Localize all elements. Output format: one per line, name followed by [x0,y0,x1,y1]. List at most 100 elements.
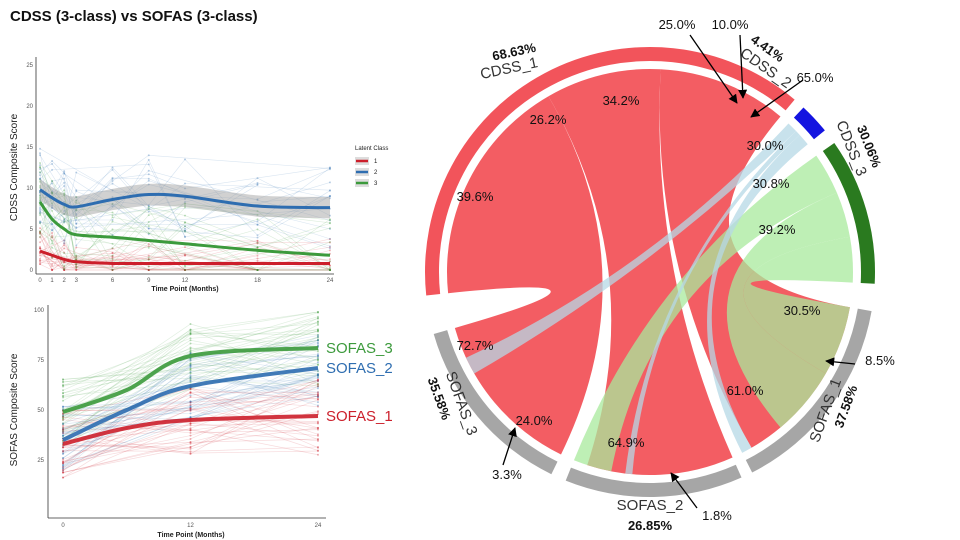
trajectory-point [62,462,64,465]
trajectory-point [256,269,259,271]
trajectory-point [62,423,64,426]
trajectory-point [51,229,54,232]
individual-trajectory [62,411,319,450]
trajectory-point [111,259,114,262]
trajectory-point [317,320,319,323]
trajectory-point [317,396,319,399]
trajectory-point [39,186,41,189]
trajectory-point [317,438,319,441]
trajectory-point [51,263,54,266]
trajectory-point [317,374,319,377]
trajectory-point [39,177,41,180]
chord-ribbon [466,123,797,374]
trajectory-point [63,193,66,196]
trajectory-point [39,262,41,265]
trajectory-point [147,258,150,261]
individual-trajectory [62,332,319,391]
trajectory-point [317,316,319,319]
trajectory-point [184,235,186,238]
trajectory-point [189,422,192,425]
trajectory-point [62,430,64,433]
trajectory-point [39,254,41,257]
trajectory-point [62,432,64,435]
trajectory-point [111,196,114,199]
trajectory-point [51,191,54,194]
trajectory-point [317,311,319,313]
individual-trajectory [62,395,319,467]
trajectory-point [329,166,331,169]
trajectory-point [317,398,319,401]
individual-trajectory [39,248,330,271]
individual-trajectory [62,429,319,456]
trajectory-point [62,476,64,479]
trajectory-point [39,209,41,212]
trajectory-point [317,354,319,357]
chord-percent-label: 72.7% [457,338,494,353]
trajectory-point [51,269,54,271]
trajectory-point [184,214,186,217]
trajectory-point [62,460,64,463]
trajectory-point [189,368,192,371]
individual-trajectory [39,240,331,271]
trajectory-point [189,347,192,350]
trajectory-point [317,373,319,376]
trajectory-point [184,158,186,161]
trajectory-point [317,328,319,331]
trajectory-point [317,411,319,414]
trajectory-point [111,166,114,169]
trajectory-point [189,366,192,369]
trajectory-point [62,414,64,417]
trajectory-point [75,244,78,247]
trajectory-point [39,231,41,234]
trajectory-point [329,166,331,169]
trajectory-point [329,219,331,222]
trajectory-point [62,417,64,420]
trajectory-point [329,227,331,230]
trajectory-point [189,359,192,362]
individual-trajectory [39,198,331,270]
trajectory-point [51,223,54,226]
trajectory-point [329,267,331,270]
callout-arrow [502,427,517,466]
trajectory-point [317,369,319,372]
trajectory-point [189,441,192,444]
trajectory-point [256,246,259,249]
trajectory-point [63,267,66,270]
individual-trajectory [62,339,319,418]
sector-sofas_1 [745,308,872,473]
trajectory-point [147,265,150,268]
individual-trajectory [62,355,319,410]
trajectory-point [75,256,78,259]
trajectory-point [75,246,78,249]
individual-trajectory [62,380,319,412]
trajectory-point [189,375,192,378]
trajectory-point [317,335,319,338]
trajectory-point [256,254,259,257]
trajectory-point [189,357,192,360]
trajectory-point [62,467,64,470]
trajectory-point [184,225,186,228]
trajectory-point [317,422,319,425]
x-tick-label: 24 [315,523,322,529]
trajectory-point [63,221,66,224]
trajectory-point [189,332,192,335]
individual-trajectory [62,408,319,429]
trajectory-point [317,357,319,360]
individual-trajectory [39,191,331,271]
trajectory-point [189,328,192,331]
trajectory-point [51,269,54,271]
trajectory-point [189,412,192,415]
individual-trajectory [62,379,319,455]
y-axis-label: CDSS Composite Score [9,113,20,221]
trajectory-point [63,239,66,242]
trajectory-point [39,233,41,236]
individual-trajectory [39,229,330,271]
trajectory-point [75,199,78,202]
trajectory-point [62,450,64,453]
trajectory-point [39,152,41,155]
trajectory-point [39,259,41,262]
trajectory-point [147,246,150,249]
trajectory-point [51,192,54,195]
trajectory-point [62,418,64,421]
trajectory-point [189,406,192,409]
